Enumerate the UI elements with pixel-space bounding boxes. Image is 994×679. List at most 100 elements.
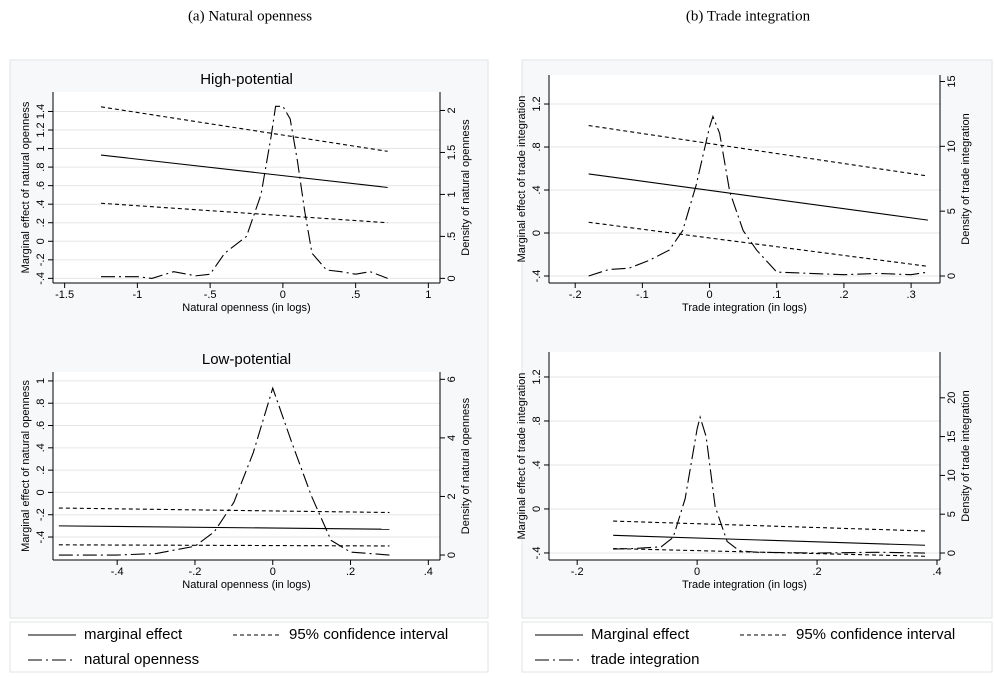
x-tick-label: -.4 [111,566,124,578]
chart-title: High-potential [200,71,293,88]
series-line [100,106,388,152]
series-line [58,544,390,547]
x-tick-label: .2 [812,566,821,578]
y2-tick-label: 5 [946,511,958,517]
legend-label: natural openness [84,651,199,668]
y2-tick-label: 15 [946,75,958,87]
x-tick-label: 0 [280,289,286,301]
y2-tick-label: .5 [446,232,458,241]
y2-tick-label: 2 [446,493,458,499]
chart-title: Low-potential [202,351,291,368]
x-tick-label: 0 [707,289,713,301]
legend-label: 95% confidence interval [796,626,955,643]
y-tick-label: 1 [35,378,47,384]
series-line [588,221,928,267]
x-tick-label: -1 [132,289,142,301]
y-tick-label: 1.2 [35,122,47,137]
series-line [588,173,928,221]
plot-area [549,352,940,560]
y-axis-title: Marginal effect of natural openness [20,101,32,273]
series-line [588,114,928,277]
x-tick-label: .2 [346,566,355,578]
y-tick-label: .2 [35,466,47,475]
y2-tick-label: 6 [446,376,458,382]
x-tick-label: -.2 [571,566,584,578]
series-line [101,105,388,279]
legend-label: 95% confidence interval [289,626,448,643]
y2-tick-label: 5 [946,208,958,214]
y2-tick-label: 2 [446,107,458,113]
y-tick-label: .6 [35,181,47,190]
x-tick-label: .2 [839,289,848,301]
y2-tick-label: 10 [946,140,958,152]
y2-axis-title: Density of trade integration [960,390,972,521]
y-tick-label: 1 [35,145,47,151]
y-tick-label: .2 [35,218,47,227]
legend-label: marginal effect [84,626,183,643]
y2-tick-label: 4 [446,435,458,441]
x-axis-title: Trade integration (in logs) [682,302,807,314]
x-axis-title: Natural openness (in logs) [182,579,310,591]
y-tick-label: .8 [35,399,47,408]
x-tick-label: .4 [424,566,433,578]
y-tick-label: 1.2 [531,96,543,111]
y2-axis-title: Density of trade integration [960,113,972,244]
y-tick-label: .8 [531,416,543,425]
legend-label: Marginal effect [591,626,690,643]
plot-area [53,92,440,283]
y2-tick-label: 0 [446,552,458,558]
y-tick-label: -.4 [35,272,47,285]
x-tick-label: 0 [694,566,700,578]
x-tick-label: 0 [270,566,276,578]
y-axis-title: Marginal effect of trade integration [516,96,528,263]
y-tick-label: -.4 [531,547,543,560]
x-axis-title: Trade integration (in logs) [682,579,807,591]
series-line [100,154,388,189]
y-tick-label: 1.2 [531,369,543,384]
panel-title: (b) Trade integration [686,8,811,24]
panel-title: (a) Natural openness [188,8,312,24]
x-tick-label: .5 [351,289,360,301]
y-tick-label: -.2 [35,508,47,521]
y2-tick-label: 1.5 [446,145,458,160]
series-line [613,415,926,554]
y2-tick-label: 0 [946,273,958,279]
series-line [613,548,926,557]
y-tick-label: 0 [35,238,47,244]
x-tick-label: -.1 [636,289,649,301]
y-tick-label: -.4 [531,270,543,283]
series-line [613,520,926,532]
x-tick-label: -.5 [204,289,217,301]
y2-tick-label: 15 [946,430,958,442]
series-line [100,202,388,224]
series-line [58,525,390,530]
y2-tick-label: 0 [946,550,958,556]
series-line [613,534,926,546]
y-tick-label: 0 [35,489,47,495]
y-tick-label: .4 [531,460,543,469]
legend-box [521,621,993,673]
legend-box [9,621,489,673]
y-axis-title: Marginal effect of natural openness [20,380,32,552]
y2-tick-label: 10 [946,469,958,481]
y2-tick-label: 1 [446,191,458,197]
y-tick-label: -.2 [35,253,47,266]
x-tick-label: -.2 [569,289,582,301]
y-tick-label: 1.4 [35,104,47,119]
plot-area [53,372,440,560]
y-tick-label: .4 [35,200,47,209]
series-line [588,124,928,177]
y2-tick-label: 0 [446,275,458,281]
x-tick-label: .1 [772,289,781,301]
plot-area [549,75,940,283]
series-line [58,386,390,556]
legend-label: trade integration [591,651,699,668]
x-tick-label: .4 [932,566,941,578]
x-tick-label: 1 [425,289,431,301]
y2-axis-title: Density of natural openness [460,397,472,534]
y-tick-label: .6 [35,421,47,430]
y2-axis-title: Density of natural openness [460,119,472,256]
x-tick-label: -1.5 [55,289,74,301]
y-tick-label: .8 [531,142,543,151]
